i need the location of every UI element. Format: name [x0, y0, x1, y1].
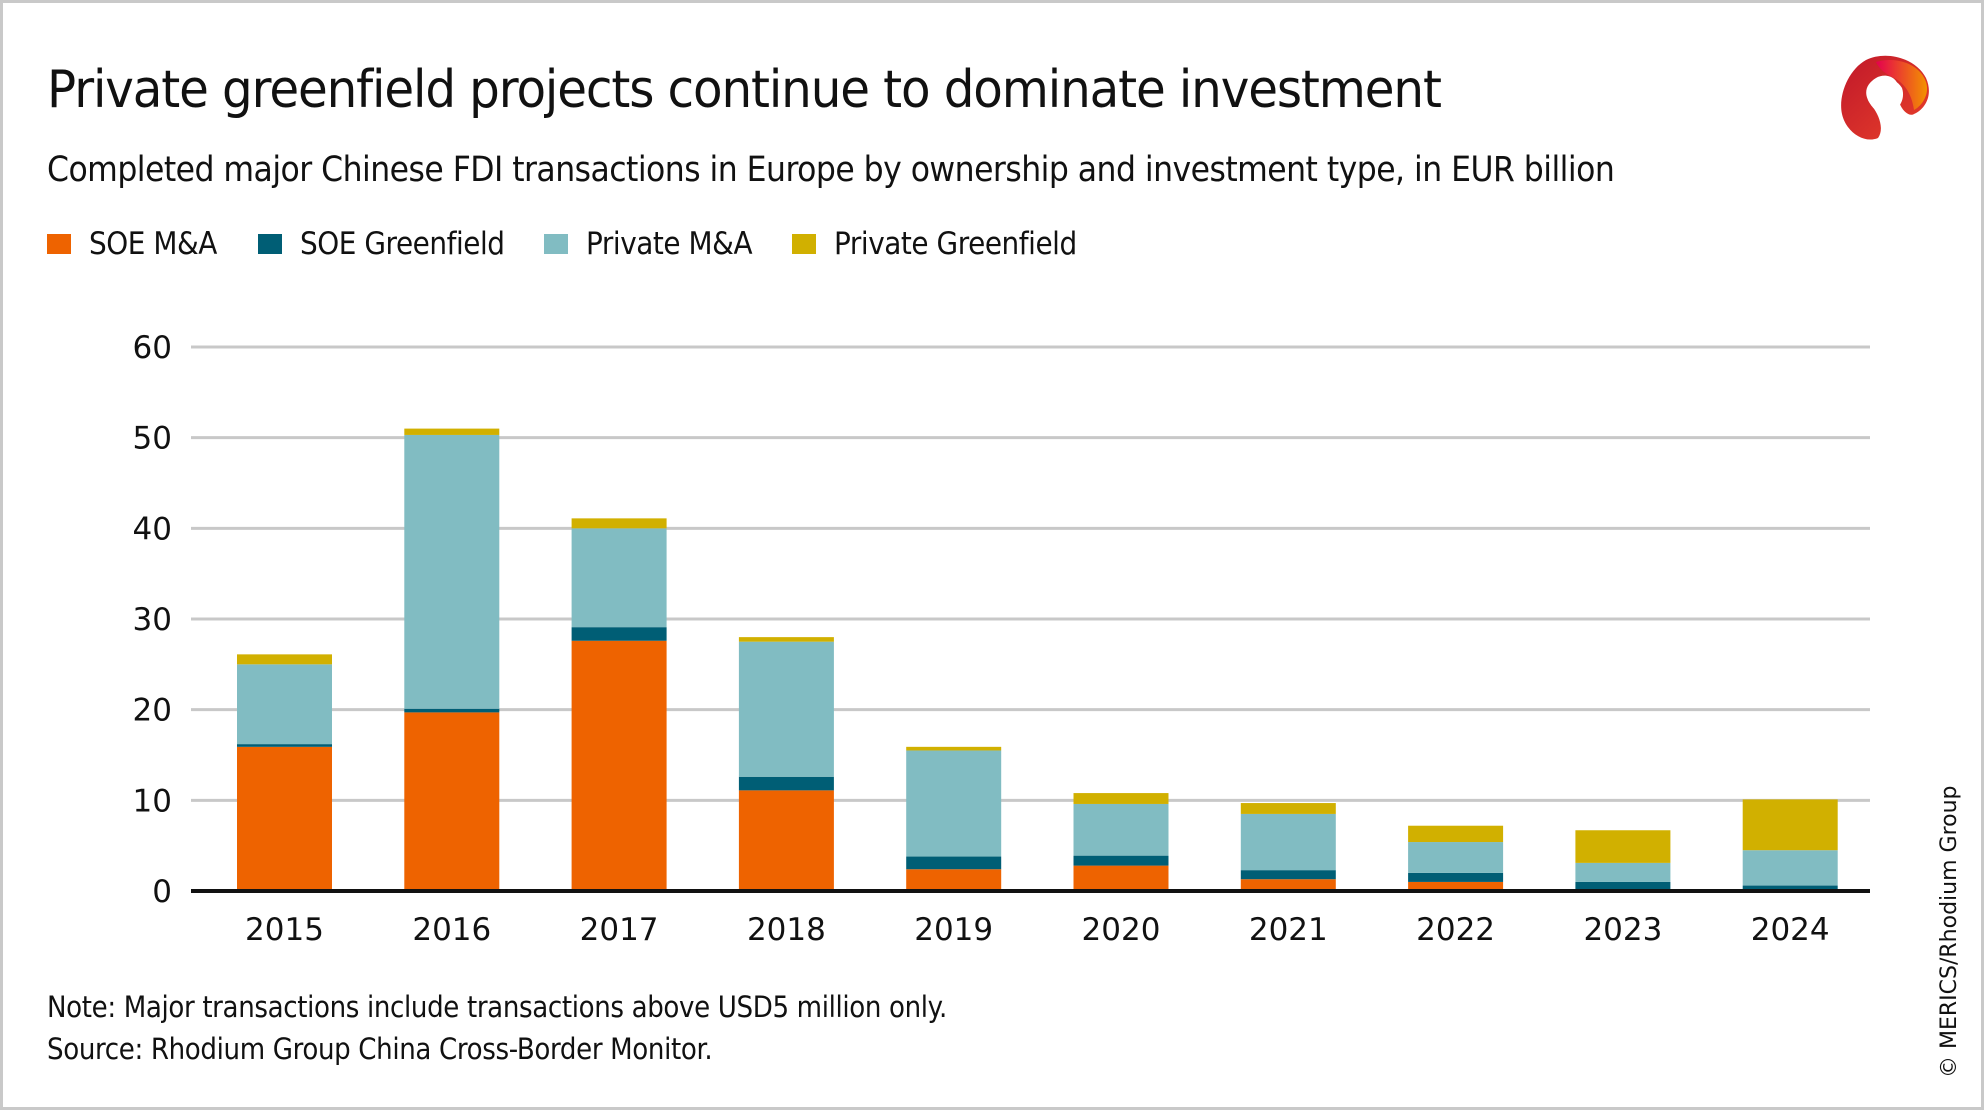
bar-stack-2023: [1575, 830, 1671, 891]
bar-segment-private-m-a: [1408, 842, 1504, 873]
x-tick-label: 2021: [1249, 912, 1328, 948]
bar-stack-2018: [738, 637, 834, 891]
y-tick-label: 50: [133, 421, 172, 457]
legend-label: Private Greenfield: [834, 226, 1077, 262]
bar-segment-private-m-a: [1575, 862, 1671, 882]
x-tick-label: 2017: [580, 912, 659, 948]
chart-title: Private greenfield projects continue to …: [47, 60, 1442, 120]
x-tick-label: 2022: [1416, 912, 1495, 948]
bar-stack-2017: [571, 518, 667, 891]
bar-segment-private-greenfield: [1240, 803, 1336, 814]
bar-segment-soe-greenfield: [404, 708, 500, 713]
legend-label: SOE Greenfield: [300, 226, 505, 262]
x-tick-label: 2016: [412, 912, 491, 948]
bar-segment-private-m-a: [1742, 850, 1838, 886]
bar-segment-private-greenfield: [1408, 825, 1504, 843]
bar-segment-private-m-a: [1073, 803, 1169, 856]
y-tick-label: 60: [133, 330, 172, 366]
chart-subtitle: Completed major Chinese FDI transactions…: [47, 150, 1615, 190]
bar-segment-private-greenfield: [1742, 799, 1838, 851]
y-axis-ticks: 0 10 20 30 40 50 60: [133, 330, 172, 910]
bar-segment-soe-greenfield: [571, 627, 667, 641]
bar-segment-private-greenfield: [1575, 830, 1671, 863]
legend-swatch-private-ma: [544, 234, 568, 254]
x-axis-ticks: 2015 2016 2017 2018 2019 2020 2021 2022 2023 2024: [245, 912, 1830, 948]
bar-segment-soe-m-a: [738, 790, 834, 891]
bar-segment-soe-greenfield: [738, 776, 834, 791]
bar-segment-private-m-a: [906, 750, 1002, 857]
bars: [237, 428, 1838, 891]
x-tick-label: 2020: [1082, 912, 1161, 948]
x-tick-label: 2015: [245, 912, 324, 948]
bar-segment-soe-m-a: [237, 746, 332, 891]
bar-segment-soe-m-a: [571, 640, 667, 891]
bar-stack-2022: [1408, 825, 1504, 891]
bar-segment-soe-greenfield: [237, 744, 332, 747]
legend-swatch-soe-ma: [47, 234, 71, 254]
merics-logo-icon: [1841, 55, 1929, 140]
x-tick-label: 2018: [747, 912, 826, 948]
bar-stack-2020: [1073, 793, 1169, 891]
bar-segment-private-m-a: [404, 434, 500, 709]
bar-segment-private-m-a: [237, 664, 332, 745]
bar-stack-2016: [404, 428, 500, 891]
bar-segment-private-m-a: [1240, 813, 1336, 871]
bar-segment-private-greenfield: [1073, 793, 1169, 804]
y-tick-label: 20: [133, 693, 172, 729]
bar-segment-soe-m-a: [404, 712, 500, 891]
bar-stack-2021: [1240, 803, 1336, 891]
bar-segment-soe-greenfield: [1240, 870, 1336, 880]
bar-segment-soe-greenfield: [1073, 855, 1169, 866]
copyright-notice: © MERICS/Rhodium Group: [1937, 785, 1962, 1079]
bar-segment-private-m-a: [738, 641, 834, 777]
bar-segment-private-greenfield: [906, 746, 1002, 751]
bar-segment-soe-greenfield: [1575, 881, 1671, 891]
bar-stack-2015: [237, 654, 332, 891]
y-tick-label: 40: [133, 511, 172, 547]
bar-segment-soe-greenfield: [1742, 885, 1838, 891]
bar-segment-soe-m-a: [906, 869, 1002, 891]
legend-swatch-private-greenfield: [792, 234, 816, 254]
x-tick-label: 2019: [914, 912, 993, 948]
legend-label: Private M&A: [586, 226, 753, 262]
bar-segment-private-greenfield: [404, 428, 500, 435]
x-tick-label: 2023: [1583, 912, 1662, 948]
bar-segment-soe-m-a: [1073, 865, 1169, 891]
bar-segment-soe-m-a: [1408, 881, 1504, 891]
bar-segment-private-greenfield: [571, 518, 667, 529]
bar-segment-soe-greenfield: [906, 856, 1002, 870]
bar-segment-soe-m-a: [1240, 879, 1336, 891]
footnote-note: Note: Major transactions include transac…: [47, 990, 947, 1024]
bar-segment-private-greenfield: [738, 637, 834, 642]
bar-stack-2024: [1742, 799, 1838, 891]
bar-segment-soe-greenfield: [1408, 872, 1504, 882]
y-tick-label: 30: [133, 602, 172, 638]
y-tick-label: 0: [152, 874, 172, 910]
footnote-source: Source: Rhodium Group China Cross-Border…: [47, 1032, 713, 1066]
y-tick-label: 10: [133, 783, 172, 819]
bar-stack-2019: [906, 746, 1002, 891]
bar-segment-private-m-a: [571, 528, 667, 628]
x-tick-label: 2024: [1751, 912, 1830, 948]
legend-swatch-soe-greenfield: [258, 234, 282, 254]
bar-segment-private-greenfield: [237, 654, 332, 665]
legend-label: SOE M&A: [89, 226, 217, 262]
